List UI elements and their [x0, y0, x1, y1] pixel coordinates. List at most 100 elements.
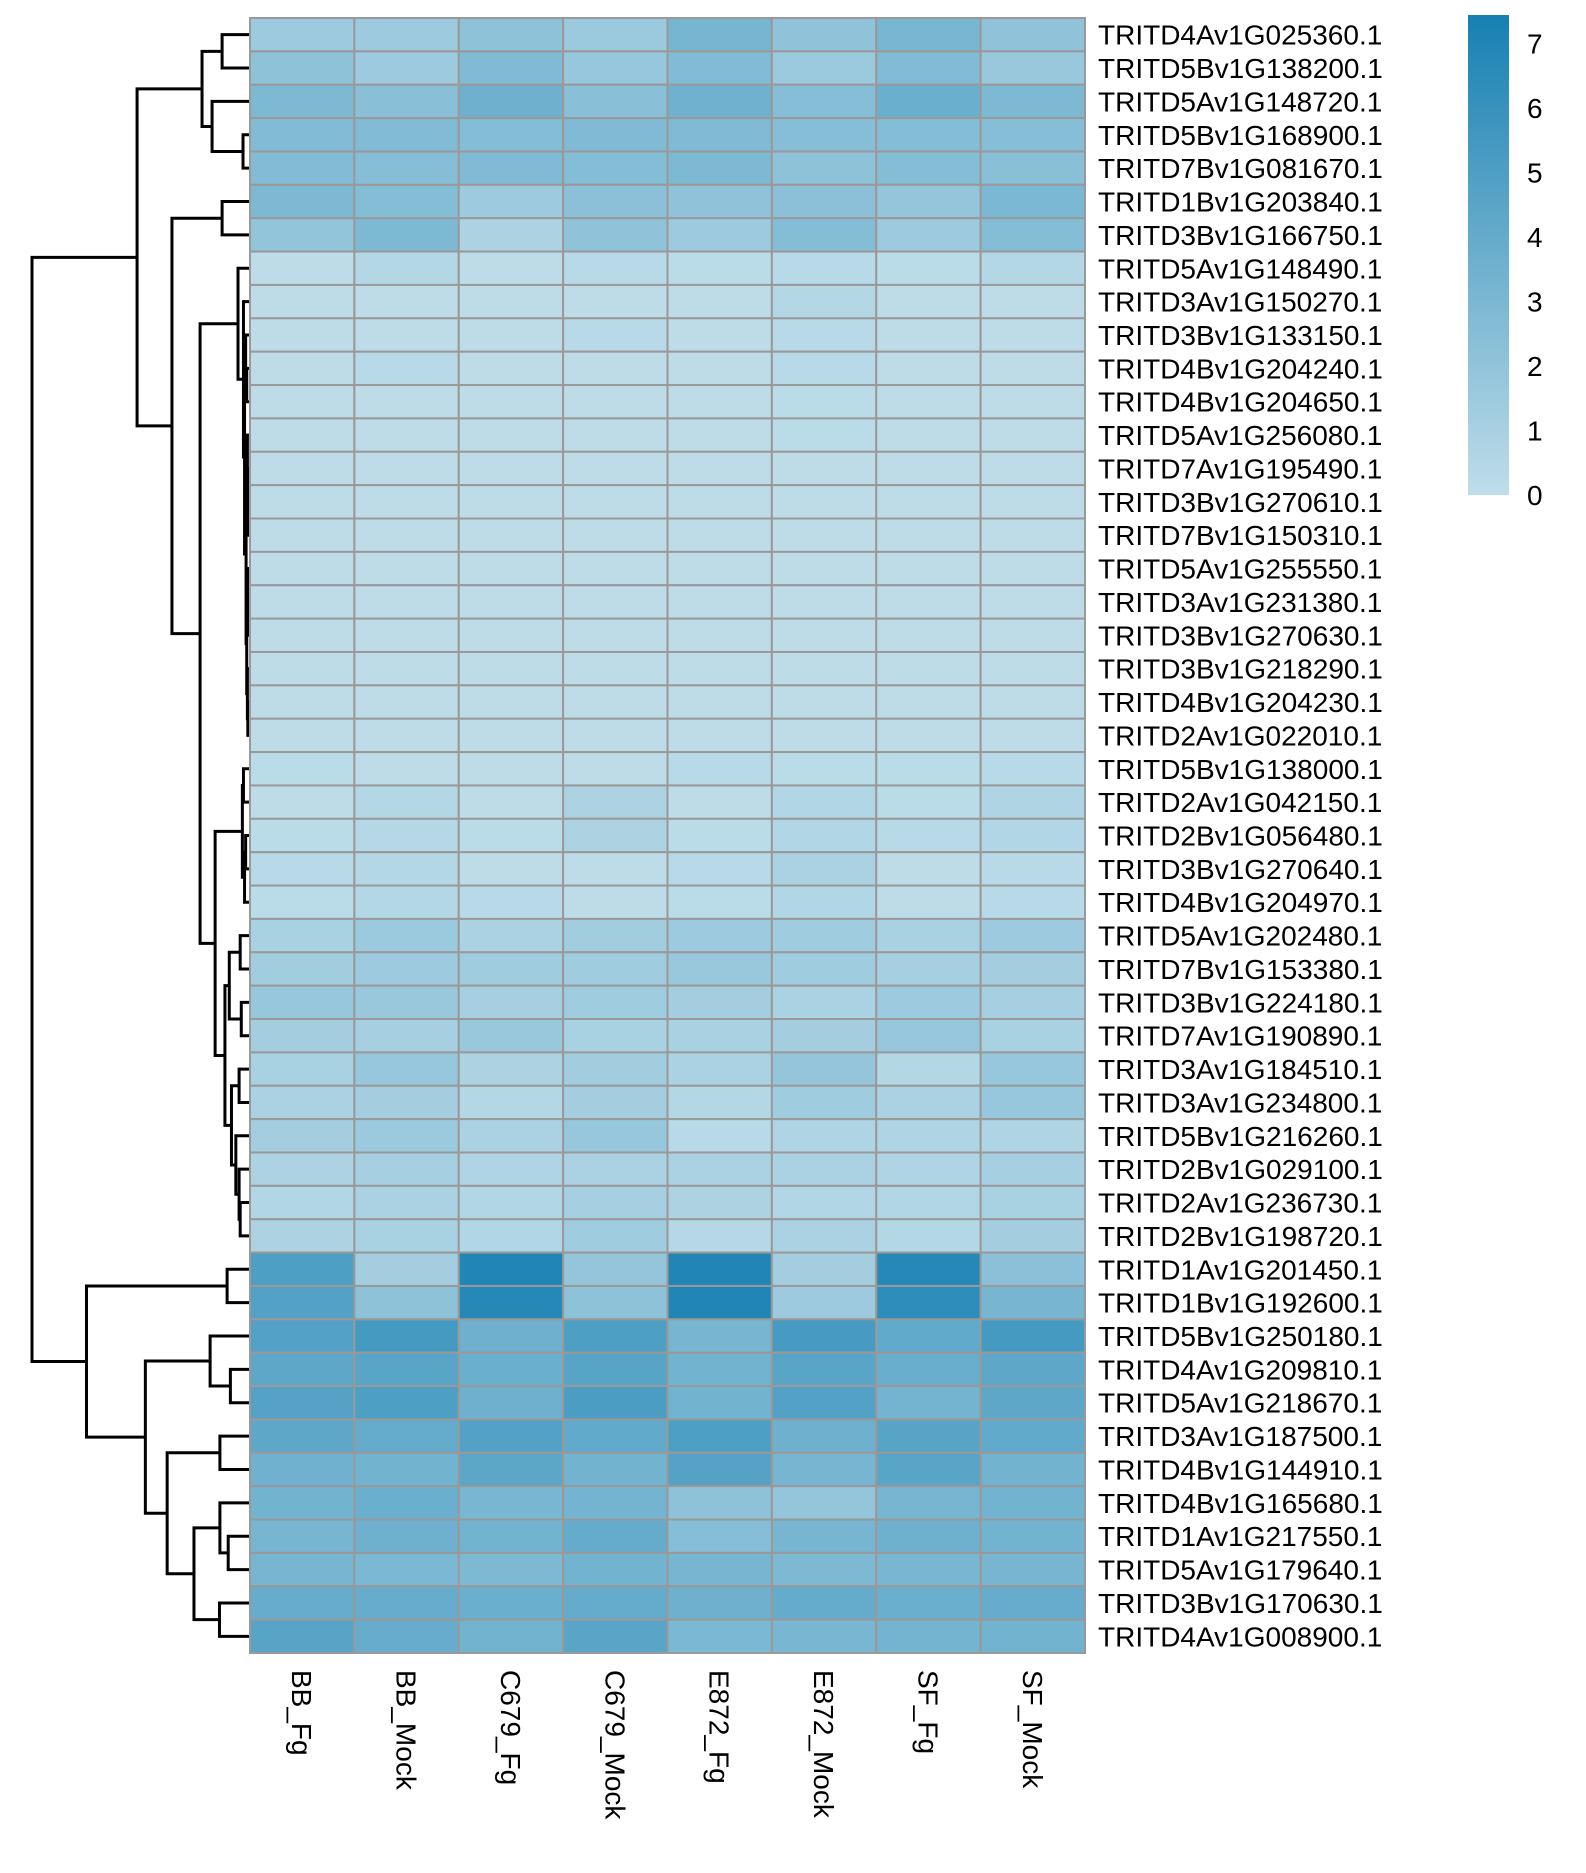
- heatmap-cell: [249, 317, 356, 353]
- dendrogram-branch: [213, 829, 243, 1058]
- column-label: SF_Fg: [912, 1670, 943, 1754]
- heatmap-cell: [562, 450, 669, 487]
- heatmap-cell: [979, 917, 1086, 954]
- heatmap-cell: [979, 550, 1086, 587]
- heatmap-cell: [875, 1184, 982, 1221]
- heatmap-cell: [770, 1518, 878, 1554]
- heatmap-cell: [457, 1318, 565, 1354]
- heatmap-cell: [770, 851, 878, 887]
- heatmap-cell: [979, 17, 1086, 53]
- heatmap-cell: [770, 484, 878, 520]
- heatmap-cell: [875, 717, 982, 754]
- heatmap-cell: [770, 1084, 878, 1121]
- heatmap-cell: [562, 250, 669, 286]
- heatmap-cell: [875, 917, 982, 954]
- row-label: TRITD5Bv1G250180.1: [1098, 1321, 1383, 1352]
- heatmap-cell: [457, 1284, 565, 1321]
- heatmap-cell: [875, 1451, 982, 1488]
- heatmap-cell: [562, 317, 669, 353]
- row-label: TRITD4Av1G209810.1: [1098, 1354, 1382, 1385]
- column-labels: BB_Fg BB_Mock C679_Fg C679_Mock E872_Fg E872_…: [286, 1670, 1048, 1820]
- heatmap-cell: [979, 884, 1086, 920]
- heatmap-cell: [666, 450, 773, 487]
- heatmap-cell: [249, 450, 356, 487]
- heatmap-cell: [875, 1151, 982, 1187]
- heatmap-cell: [249, 1051, 356, 1087]
- heatmap-cell: [770, 1551, 878, 1588]
- heatmap-cell: [979, 117, 1086, 153]
- heatmap-cell: [875, 684, 982, 720]
- heatmap-cell: [666, 1184, 773, 1221]
- heatmap-cell: [457, 851, 565, 887]
- heatmap-cell: [562, 650, 669, 687]
- heatmap-cell: [770, 1251, 878, 1287]
- heatmap-cell: [770, 317, 878, 353]
- heatmap-cell: [353, 1018, 460, 1054]
- heatmap-cell: [249, 884, 356, 920]
- heatmap-cell: [353, 984, 460, 1021]
- heatmap-cell: [979, 1084, 1086, 1121]
- dendrogram-branch: [238, 934, 250, 971]
- heatmap-cell: [770, 1351, 878, 1388]
- heatmap-cell: [770, 617, 878, 653]
- heatmap-cell: [875, 50, 982, 86]
- heatmap-cell: [457, 450, 565, 487]
- row-label: TRITD3Av1G234800.1: [1098, 1087, 1382, 1118]
- heatmap-cell: [562, 50, 669, 86]
- heatmap-cell: [353, 851, 460, 887]
- heatmap-cell: [353, 1385, 460, 1421]
- dendrogram-branch: [30, 255, 138, 1364]
- heatmap-cell: [875, 817, 982, 854]
- heatmap-cell: [249, 1418, 356, 1454]
- heatmap-cell: [666, 851, 773, 887]
- dendrogram-branch: [220, 200, 250, 237]
- heatmap-cell: [249, 1151, 356, 1187]
- heatmap-cell: [979, 851, 1086, 887]
- heatmap-cell: [562, 350, 669, 387]
- heatmap-cell: [353, 50, 460, 86]
- heatmap-cell: [875, 1585, 982, 1621]
- heatmap-cell: [562, 1385, 669, 1421]
- row-label: TRITD1Bv1G192600.1: [1098, 1288, 1383, 1319]
- heatmap-cell: [979, 150, 1086, 186]
- heatmap-cell: [666, 550, 773, 587]
- heatmap-cell: [457, 884, 565, 920]
- heatmap-cell: [666, 951, 773, 987]
- heatmap-cell: [875, 550, 982, 587]
- heatmap-cell: [979, 1151, 1086, 1187]
- heatmap-cell: [770, 50, 878, 86]
- row-label: TRITD3Bv1G224180.1: [1098, 987, 1383, 1018]
- heatmap-cell: [249, 1118, 356, 1154]
- heatmap-cell: [562, 584, 669, 620]
- heatmap-cell: [979, 1251, 1086, 1287]
- heatmap-cell: [875, 1051, 982, 1087]
- heatmap-cell: [353, 1051, 460, 1087]
- heatmap-cell: [770, 350, 878, 387]
- heatmap-cell: [875, 1284, 982, 1321]
- heatmap-cell: [562, 1284, 669, 1321]
- heatmap-cell: [562, 984, 669, 1021]
- heatmap-cell: [353, 217, 460, 253]
- column-label: SF_Mock: [1017, 1670, 1048, 1789]
- heatmap-cell: [979, 1184, 1086, 1221]
- heatmap-cell: [353, 1218, 460, 1254]
- heatmap-cell: [457, 984, 565, 1021]
- heatmap-cell: [353, 617, 460, 653]
- heatmap-cell: [666, 584, 773, 620]
- heatmap-cell: [249, 150, 356, 186]
- heatmap-cell: [249, 1251, 356, 1287]
- heatmap-cell: [353, 117, 460, 153]
- heatmap-cell: [249, 917, 356, 954]
- heatmap-cell: [562, 183, 669, 220]
- heatmap-cell: [875, 450, 982, 487]
- heatmap-cell: [770, 150, 878, 186]
- heatmap-cell: [562, 851, 669, 887]
- heatmap-cell: [666, 1518, 773, 1554]
- heatmap-cell: [457, 250, 565, 286]
- heatmap-cell: [666, 1151, 773, 1187]
- heatmap-cell: [562, 117, 669, 153]
- heatmap-cell: [770, 1284, 878, 1321]
- heatmap-cell: [979, 984, 1086, 1021]
- heatmap-cell: [353, 450, 460, 487]
- heatmap-cell: [562, 817, 669, 854]
